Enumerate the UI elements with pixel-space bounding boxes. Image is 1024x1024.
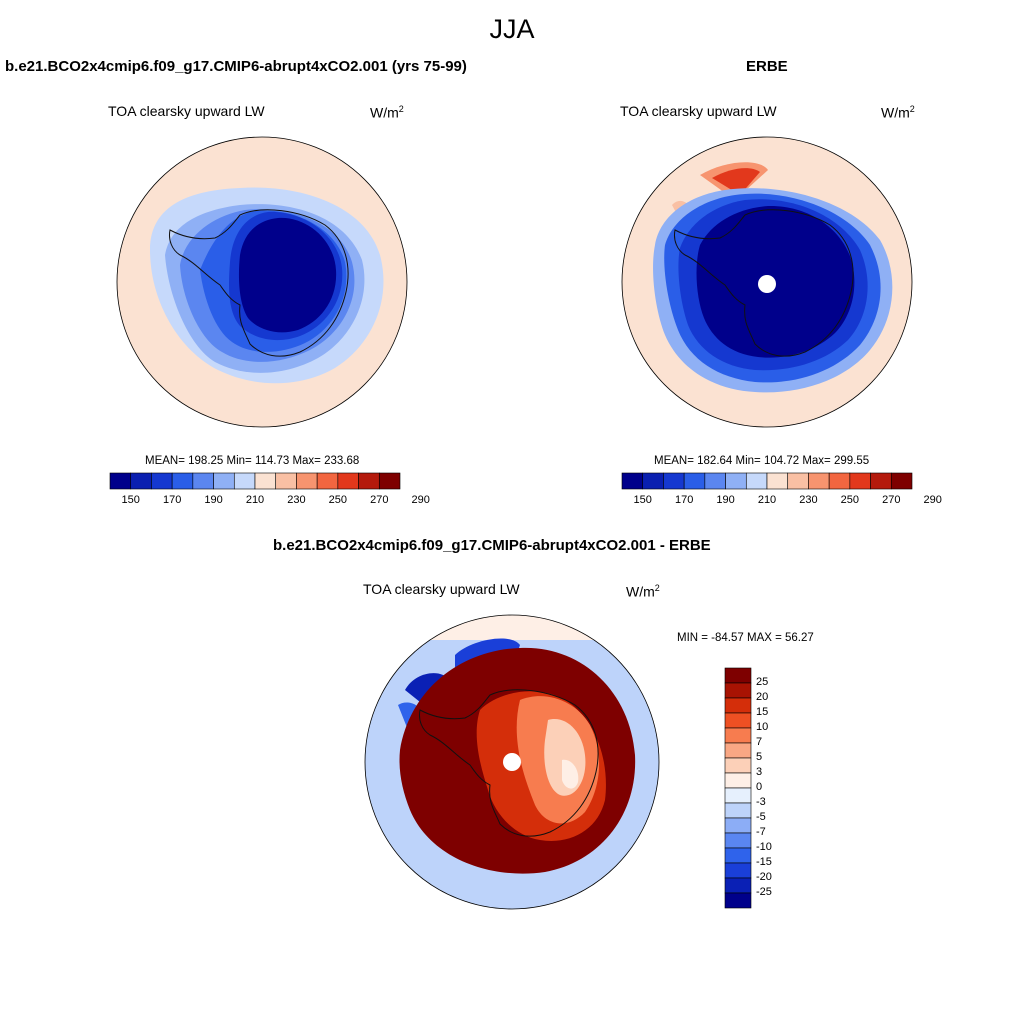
season-title: JJA — [489, 14, 535, 44]
colorbar-tick-label: -20 — [756, 871, 772, 883]
colorbar-tick-label: 210 — [757, 494, 777, 506]
colorbar-swatch — [358, 472, 380, 490]
colorbar-tick-label: 210 — [245, 494, 265, 506]
colorbar-tick-label: 3 — [756, 766, 763, 778]
colorbar-tick-label: 15 — [756, 706, 769, 718]
colorbar-tick-label: -10 — [756, 841, 772, 853]
colorbar-tick-label: 190 — [716, 494, 735, 506]
colorbar-swatch — [724, 697, 752, 714]
panel1-stats: MEAN= 198.25 Min= 114.73 Max= 233.68 — [145, 455, 360, 467]
colorbar-tick-label: 250 — [328, 494, 348, 506]
colorbar-tick-label: -3 — [756, 796, 766, 808]
colorbar-swatch — [766, 472, 789, 490]
colorbar-swatch — [683, 472, 706, 490]
colorbar-swatch — [787, 472, 809, 490]
colorbar-swatch — [724, 832, 752, 849]
colorbar-swatch — [724, 862, 752, 879]
colorbar-swatch — [213, 472, 235, 490]
colorbar-swatch — [890, 472, 913, 490]
panel1-run-title: b.e21.BCO2x4cmip6.f09_g17.CMIP6-abrupt4x… — [5, 58, 467, 75]
colorbar-swatch — [130, 472, 152, 490]
colorbar-tick-label: -25 — [756, 886, 772, 898]
colorbar-swatch — [621, 472, 644, 490]
colorbar-swatch — [724, 757, 752, 774]
colorbar-swatch — [724, 847, 752, 864]
panel1-units: W/m2 — [370, 104, 404, 121]
colorbar-swatch — [724, 877, 752, 894]
colorbar-tick-label: 290 — [411, 494, 430, 506]
panel1-variable-label: TOA clearsky upward LW — [108, 103, 265, 119]
colorbar-tick-label: 270 — [882, 494, 901, 506]
colorbar-tick-label: 25 — [756, 676, 769, 688]
colorbar-swatch — [745, 472, 768, 490]
colorbar-tick-label: 150 — [121, 494, 140, 506]
colorbar-swatch — [337, 472, 359, 490]
colorbar-swatch — [724, 787, 752, 804]
panel2-stats: MEAN= 182.64 Min= 104.72 Max= 299.55 — [654, 455, 870, 467]
panel3-stats: MIN = -84.57 MAX = 56.27 — [677, 632, 814, 644]
colorbar-tick-label: 5 — [756, 751, 763, 763]
colorbar-swatch — [808, 472, 830, 490]
colorbar-tick-label: 10 — [756, 721, 769, 733]
colorbar-swatch — [870, 472, 892, 490]
colorbar-tick-label: 7 — [756, 736, 763, 748]
colorbar-tick-label: -15 — [756, 856, 772, 868]
colorbar-swatch — [316, 472, 339, 490]
colorbar-tick-label: -7 — [756, 826, 766, 838]
colorbar-swatch — [378, 472, 401, 490]
colorbar-tick-label: 230 — [287, 494, 306, 506]
colorbar-tick-label: 0 — [756, 781, 763, 793]
colorbar-swatch — [724, 667, 752, 684]
colorbar-swatch — [296, 472, 318, 490]
colorbar-tick-label: 190 — [204, 494, 223, 506]
colorbar-swatch — [724, 802, 752, 819]
colorbar-tick-label: 170 — [162, 494, 182, 506]
panel3-variable-label: TOA clearsky upward LW — [363, 581, 520, 597]
colorbar-swatch — [151, 472, 173, 490]
colorbar-tick-label: 150 — [633, 494, 652, 506]
panel3-colorbar — [724, 667, 752, 909]
colorbar-swatch — [642, 472, 664, 490]
colorbar-tick-label: -5 — [756, 811, 766, 823]
colorbar-tick-label: 250 — [840, 494, 860, 506]
panel1-colorbar — [109, 472, 401, 490]
colorbar-swatch — [254, 472, 277, 490]
colorbar-swatch — [828, 472, 851, 490]
panel2-run-title: ERBE — [746, 58, 788, 75]
colorbar-swatch — [233, 472, 256, 490]
colorbar-tick-label: 170 — [674, 494, 694, 506]
colorbar-swatch — [704, 472, 726, 490]
colorbar-swatch — [192, 472, 214, 490]
colorbar-swatch — [724, 772, 752, 789]
colorbar-swatch — [171, 472, 194, 490]
colorbar-tick-label: 20 — [756, 691, 769, 703]
panel3-run-title: b.e21.BCO2x4cmip6.f09_g17.CMIP6-abrupt4x… — [273, 537, 711, 554]
colorbar-swatch — [663, 472, 685, 490]
colorbar-swatch — [724, 727, 752, 744]
panel2-variable-label: TOA clearsky upward LW — [620, 103, 777, 119]
panel3-units: W/m2 — [626, 583, 660, 600]
panel2-units: W/m2 — [881, 104, 915, 121]
colorbar-swatch — [724, 892, 752, 909]
colorbar-swatch — [724, 817, 752, 834]
colorbar-swatch — [109, 472, 132, 490]
panel2-colorbar — [621, 472, 913, 490]
colorbar-swatch — [725, 472, 747, 490]
colorbar-tick-label: 230 — [799, 494, 818, 506]
colorbar-swatch — [724, 682, 752, 699]
colorbar-swatch — [849, 472, 871, 490]
colorbar-swatch — [724, 712, 752, 729]
colorbar-swatch — [724, 742, 752, 759]
colorbar-swatch — [275, 472, 297, 490]
colorbar-tick-label: 270 — [370, 494, 389, 506]
colorbar-tick-label: 290 — [923, 494, 942, 506]
